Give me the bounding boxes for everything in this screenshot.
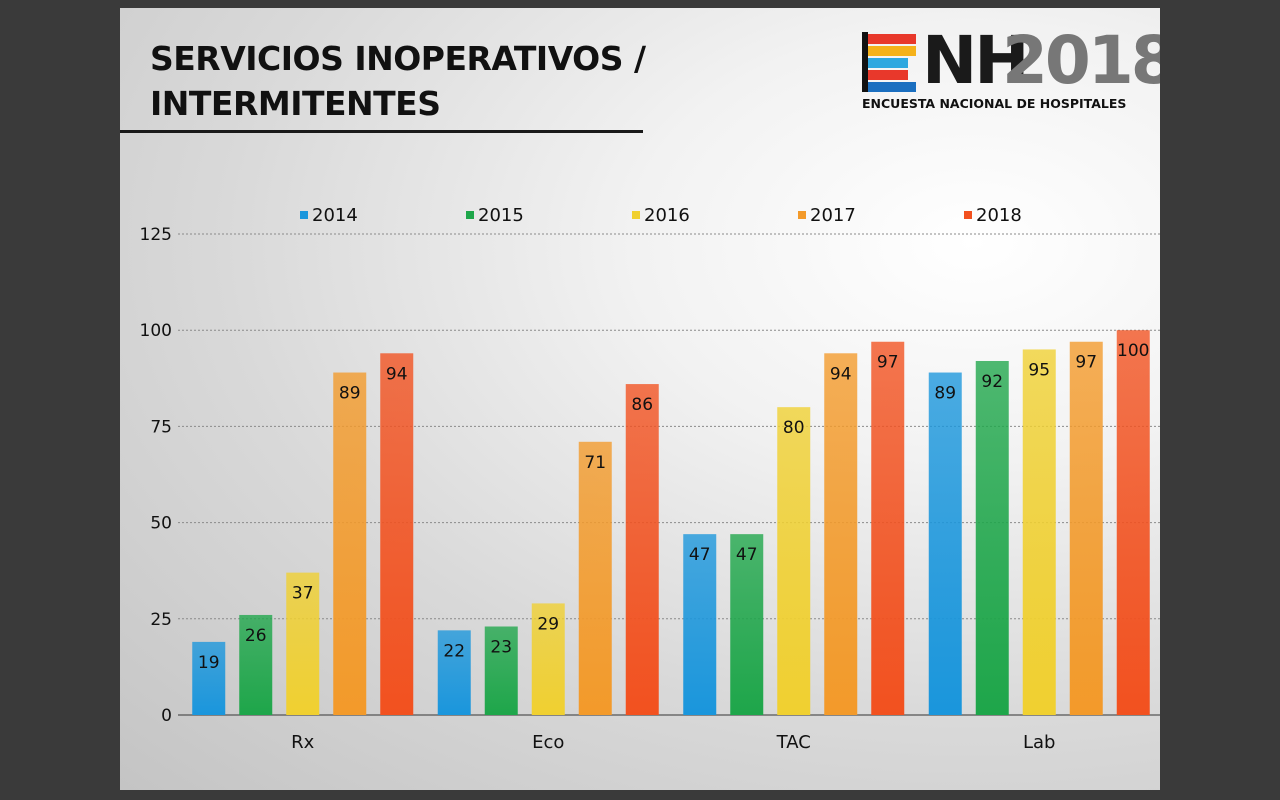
data-label: 23	[490, 637, 512, 657]
data-label: 37	[292, 584, 314, 604]
bar	[871, 341, 905, 715]
logo-stripe	[868, 70, 908, 80]
data-label: 22	[443, 641, 465, 661]
logo-bar	[862, 32, 868, 92]
data-label: 89	[339, 384, 361, 404]
bar	[578, 441, 612, 715]
legend-swatch	[964, 211, 972, 219]
bar	[192, 641, 226, 715]
legend-swatch	[466, 211, 474, 219]
bar-chart: 0 25 50 75 100 125 19 26 37 89 94 Rx 22 23 29 71 86 Eco 47…	[140, 205, 1160, 753]
data-label: 26	[245, 626, 267, 646]
y-tick-label: 75	[150, 417, 172, 437]
logo-letters: NH	[922, 22, 1029, 99]
data-label: 80	[783, 418, 805, 438]
logo-subtitle: ENCUESTA NACIONAL DE HOSPITALES	[862, 96, 1127, 111]
bar	[333, 372, 367, 715]
bar	[437, 630, 471, 715]
data-label: 94	[386, 364, 408, 384]
data-label: 100	[1117, 341, 1149, 361]
legend-label: 2017	[810, 205, 856, 226]
bar	[824, 353, 858, 715]
bar	[730, 534, 764, 715]
data-label: 92	[981, 372, 1003, 392]
title-underline	[120, 130, 643, 133]
slide: SERVICIOS INOPERATIVOS / INTERMITENTES N…	[120, 8, 1160, 790]
bar	[531, 603, 565, 715]
bar	[1069, 341, 1103, 715]
bar	[777, 407, 811, 715]
legend-swatch	[798, 211, 806, 219]
category-label: Rx	[291, 732, 315, 753]
data-label: 97	[1075, 353, 1097, 373]
legend-label: 2015	[478, 205, 524, 226]
enh-logo: NH 2018 ENCUESTA NACIONAL DE HOSPITALES	[862, 22, 1160, 114]
bar	[239, 614, 273, 715]
data-label: 29	[537, 614, 559, 634]
bar	[975, 360, 1009, 715]
bar	[928, 372, 962, 715]
legend-swatch	[632, 211, 640, 219]
category-label: Eco	[532, 732, 564, 753]
bar	[1116, 330, 1150, 715]
y-tick-label: 125	[140, 225, 172, 245]
data-label: 71	[584, 453, 606, 473]
bar	[380, 353, 414, 715]
legend-label: 2016	[644, 205, 690, 226]
bar	[625, 384, 659, 715]
chart-title: SERVICIOS INOPERATIVOS / INTERMITENTES	[150, 36, 646, 126]
data-label: 95	[1028, 360, 1050, 380]
legend-label: 2018	[976, 205, 1022, 226]
data-label: 47	[689, 545, 711, 565]
y-tick-label: 100	[140, 321, 172, 341]
bar	[1022, 349, 1056, 715]
chart-title-line-2: INTERMITENTES	[150, 84, 441, 123]
logo-year: 2018	[1002, 22, 1160, 99]
y-tick-label: 25	[150, 610, 172, 630]
logo-stripe	[868, 34, 916, 44]
logo-stripe	[868, 58, 908, 68]
bar	[484, 626, 518, 715]
category-label: TAC	[776, 732, 811, 753]
data-label: 97	[877, 353, 899, 373]
y-tick-label: 0	[161, 706, 172, 726]
chart-title-line-1: SERVICIOS INOPERATIVOS /	[150, 39, 646, 78]
legend-swatch	[300, 211, 308, 219]
bar	[286, 572, 320, 715]
data-label: 94	[830, 364, 852, 384]
data-label: 19	[198, 653, 220, 673]
data-label: 47	[736, 545, 758, 565]
category-label: Lab	[1023, 732, 1055, 753]
data-label: 89	[934, 384, 956, 404]
y-tick-label: 50	[150, 514, 172, 534]
legend-label: 2014	[312, 205, 358, 226]
logo-e-stripes-icon	[868, 34, 918, 92]
bar	[683, 534, 717, 715]
logo-stripe	[868, 46, 916, 56]
logo-stripe	[868, 82, 916, 92]
data-label: 86	[631, 395, 653, 415]
